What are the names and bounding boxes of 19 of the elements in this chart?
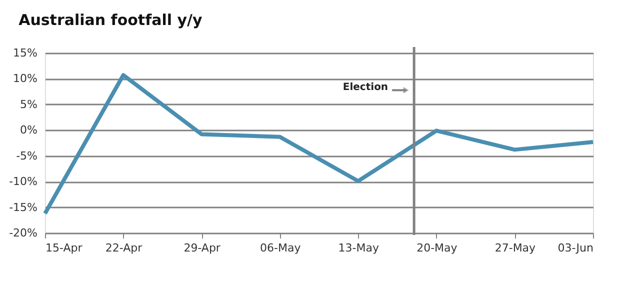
x-tick-label: 22-Apr — [105, 242, 143, 254]
ref-line-label: Election — [342, 82, 388, 94]
y-tick-label: 10% — [13, 72, 38, 86]
y-tick-label: -10% — [9, 175, 38, 188]
y-tick-label: -20% — [9, 226, 38, 240]
x-tick-label: 03-Jun — [558, 242, 594, 254]
y-tick-label: 15% — [13, 46, 38, 60]
x-tick-label: 13-May — [338, 242, 380, 254]
chart-title: Australian footfall y/y — [18, 10, 203, 29]
y-tick-label: -5% — [16, 149, 38, 162]
x-tick-label: 06-May — [260, 242, 302, 254]
x-tick-label: 15-Apr — [46, 242, 83, 254]
line-series — [43, 73, 595, 216]
x-tick-label: 20-May — [416, 242, 458, 254]
x-tick-label: 27-May — [494, 242, 536, 254]
x-tick-label: 29-Apr — [184, 242, 221, 254]
y-tick-label: 0% — [20, 124, 38, 137]
y-tick-label: -15% — [9, 200, 38, 214]
y-tick-label: 5% — [20, 98, 38, 111]
